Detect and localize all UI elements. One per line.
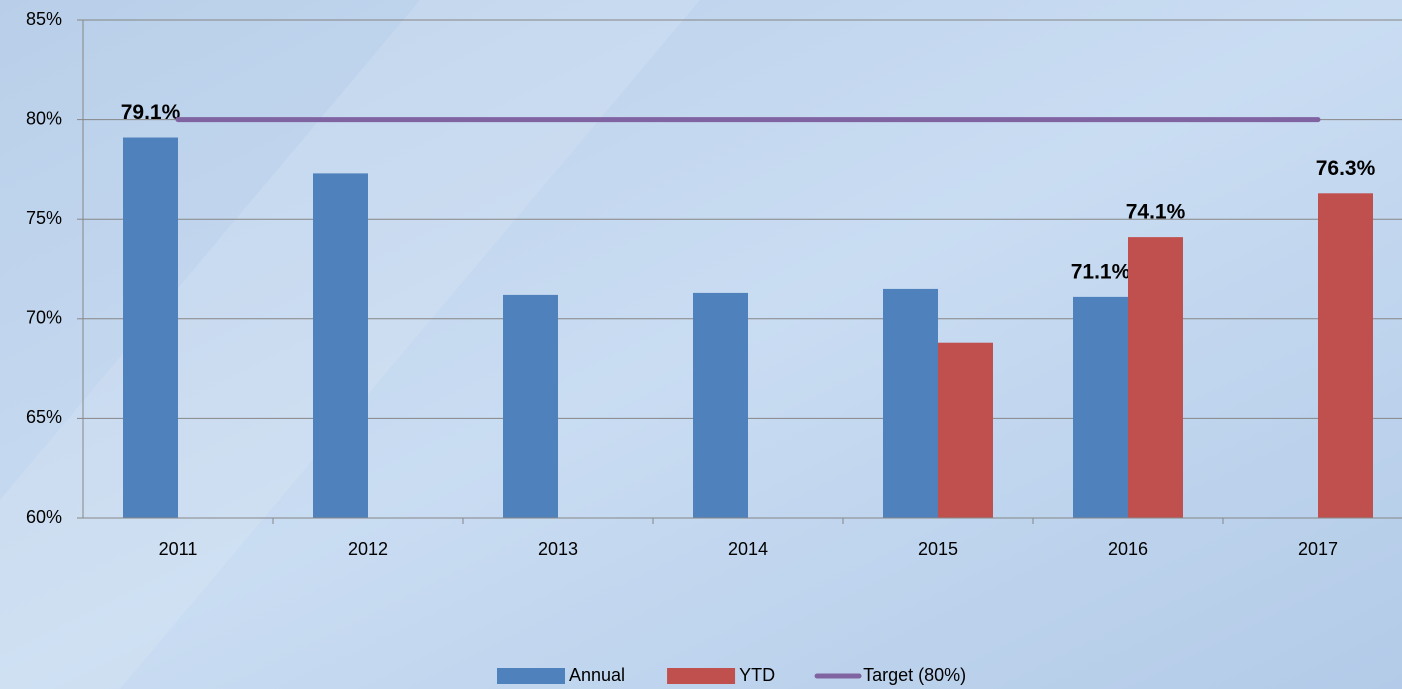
x-tick-label: 2014 — [728, 539, 768, 559]
bar — [938, 342, 993, 518]
data-label: 71.1% — [1071, 260, 1131, 283]
data-label: 76.3% — [1316, 157, 1376, 180]
data-label: 74.1% — [1126, 201, 1186, 224]
bar — [313, 173, 368, 518]
legend-swatch — [497, 668, 565, 684]
y-tick-label: 60% — [26, 507, 62, 527]
x-tick-label: 2016 — [1108, 539, 1148, 559]
y-tick-label: 80% — [26, 108, 62, 128]
x-tick-label: 2013 — [538, 539, 578, 559]
legend-label: YTD — [739, 665, 775, 685]
y-tick-label: 85% — [26, 9, 62, 29]
bar — [1073, 296, 1128, 518]
bar — [503, 294, 558, 518]
x-tick-label: 2011 — [159, 539, 198, 559]
bar — [883, 288, 938, 518]
legend-label: Annual — [569, 665, 625, 685]
bar — [693, 292, 748, 518]
x-tick-label: 2017 — [1298, 539, 1338, 559]
bar — [123, 137, 178, 518]
bar — [1128, 237, 1183, 519]
y-tick-label: 75% — [26, 208, 62, 228]
legend-swatch — [667, 668, 736, 684]
y-tick-label: 65% — [26, 407, 62, 427]
data-label: 79.1% — [121, 101, 181, 124]
x-tick-label: 2015 — [918, 539, 958, 559]
x-tick-label: 2012 — [348, 539, 388, 559]
bar — [1318, 193, 1373, 518]
y-tick-label: 70% — [26, 308, 62, 328]
legend-label: Target (80%) — [863, 665, 966, 685]
